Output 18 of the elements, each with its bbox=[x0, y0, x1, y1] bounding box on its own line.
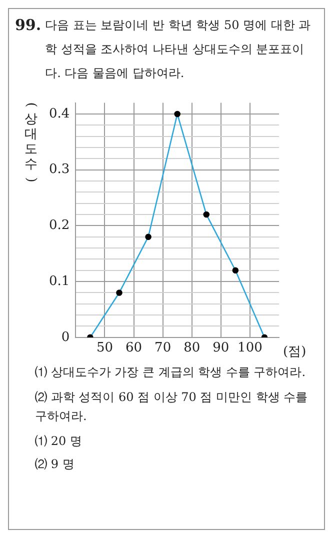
y-tick-label: 0.2 bbox=[48, 218, 70, 234]
x-tick-label: 90 bbox=[212, 340, 230, 356]
x-tick-label: 60 bbox=[125, 340, 142, 356]
x-tick-label: 80 bbox=[184, 340, 200, 356]
x-tick-label: 50 bbox=[96, 340, 113, 356]
y-tick-label: 0 bbox=[61, 330, 70, 345]
text: ⑵ 9 명 bbox=[35, 456, 76, 473]
text: ⑴ 상대도수가 가장 큰 계급의 학생 수를 구하여라. bbox=[35, 364, 307, 381]
y-tick-label: 0.1 bbox=[48, 274, 70, 289]
y-tick-label: 0.4 bbox=[48, 106, 70, 122]
x-tick-label: 100 bbox=[238, 340, 262, 356]
y-tick-label: 0.3 bbox=[48, 162, 70, 178]
chart-title: 99. 다음 표는 보람이네 반 학년 학생 50 명에 대한 과학 성적을 조사하여 나타낸 상대도수의 분포표이다. 다음 물음에 답하여라. bbox=[15, 15, 312, 82]
text: ⑵ 과학 성적이 60 점 이상 70 점 미만인 학생 수를 구하여라. bbox=[35, 389, 309, 425]
x-tick-label: 70 bbox=[154, 340, 172, 356]
x-axis-title: (점) bbox=[283, 344, 306, 360]
y-axis-title: (상대도수) bbox=[24, 102, 39, 182]
text: ⑴ 20 명 bbox=[35, 433, 83, 450]
